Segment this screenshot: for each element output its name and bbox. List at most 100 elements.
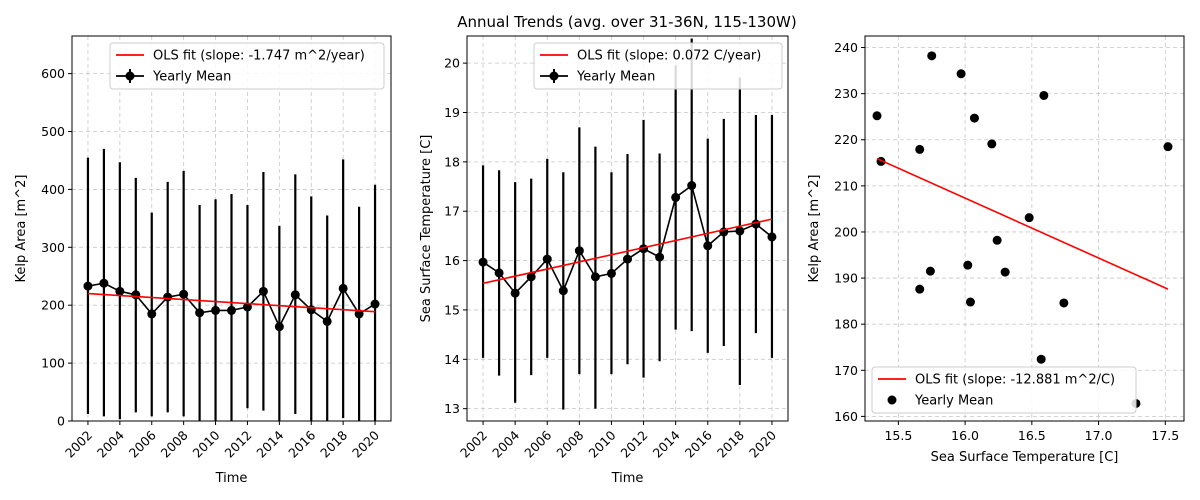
- ols-fit-line: [87, 292, 376, 313]
- legend-entry-label: Yearly Mean: [152, 70, 231, 85]
- x-tick-label: 15.5: [884, 428, 912, 443]
- x-tick-label: 2004: [94, 427, 127, 460]
- data-point: [242, 302, 252, 312]
- scatter-point: [992, 235, 1002, 245]
- scatter-point: [925, 266, 935, 276]
- x-tick-label: 2016: [682, 427, 715, 460]
- data-point: [115, 286, 125, 296]
- data-point: [606, 268, 616, 278]
- data-point: [655, 252, 665, 262]
- chart-panel-3: 15.5 16.0 16.5 17.0 17.5 160 170 180 190 200 210 22…: [807, 35, 1185, 465]
- data-point: [370, 299, 380, 309]
- legend: OLS fit (slope: -1.747 m^2/year) Yearly M…: [109, 42, 385, 90]
- scatter-point: [956, 69, 966, 79]
- data-point: [99, 278, 109, 288]
- data-point: [274, 322, 284, 332]
- grid-lines: [865, 36, 1184, 421]
- charts-container: 2002200420062008201020122014201620182020…: [14, 35, 1185, 486]
- y-tick-label: 19: [444, 105, 460, 120]
- legend: OLS fit (slope: 0.072 C/year) Yearly Mean: [533, 42, 783, 90]
- y-tick-label: 500: [41, 124, 65, 139]
- figure-title: Annual Trends (avg. over 31-36N, 115-130…: [457, 13, 796, 31]
- x-tick-label: 2004: [489, 427, 522, 460]
- x-tick-label: 16.0: [951, 428, 979, 443]
- data-point: [195, 308, 205, 318]
- y-tick-label: 13: [444, 401, 460, 416]
- y-axis-label: Kelp Area [m^2]: [14, 175, 29, 283]
- data-point: [211, 305, 221, 315]
- scatter-point: [963, 260, 973, 270]
- data-point: [558, 286, 568, 296]
- data-point: [163, 292, 173, 302]
- data-point: [179, 289, 189, 299]
- ols-fit-line: [482, 218, 773, 285]
- axes-frame: [466, 35, 789, 422]
- scatter-point: [927, 51, 937, 61]
- y-tick-label: 220: [834, 132, 858, 147]
- data-point: [526, 272, 536, 282]
- legend-entry-label: Yearly Mean: [914, 394, 993, 409]
- legend-key-marker: [549, 71, 559, 81]
- y-axis-label: Sea Surface Temperature [C]: [419, 135, 434, 323]
- y-tick-label: 230: [834, 86, 858, 101]
- data-point: [478, 257, 488, 267]
- y-tick-label: 20: [444, 56, 460, 71]
- scatter-point: [915, 284, 925, 294]
- scatter-point: [915, 144, 925, 154]
- legend: OLS fit (slope: -12.881 m^2/C) Yearly Mea…: [871, 366, 1137, 414]
- scatter-point: [969, 113, 979, 123]
- scatter-point: [1039, 90, 1049, 100]
- x-tick-label: 2006: [126, 427, 159, 460]
- axes-frame: [71, 35, 392, 422]
- y-tick-label: 200: [834, 224, 858, 239]
- data-point: [131, 290, 141, 300]
- scatter-point: [1024, 213, 1034, 223]
- y-tick-label: 14: [444, 352, 460, 367]
- plot-area: [83, 148, 380, 421]
- data-point: [687, 181, 697, 191]
- y-tick-label: 300: [41, 240, 65, 255]
- data-point: [322, 316, 332, 326]
- y-tick-label: 240: [834, 40, 858, 55]
- scatter-point: [987, 139, 997, 149]
- scatter-point: [1059, 298, 1069, 308]
- y-tick-label: 190: [834, 271, 858, 286]
- scatter-point: [1036, 354, 1046, 364]
- x-tick-label: 2002: [457, 428, 490, 461]
- data-point: [590, 272, 600, 282]
- y-tick-label: 16: [444, 253, 460, 268]
- x-tick-label: 2018: [714, 427, 747, 460]
- x-tick-label: 2020: [349, 427, 382, 460]
- data-point: [290, 290, 300, 300]
- legend-box: [109, 42, 385, 90]
- plot-area: [478, 38, 777, 410]
- y-tick-label: 180: [834, 317, 858, 332]
- legend-key-marker: [887, 395, 897, 405]
- x-tick-label: 16.5: [1018, 428, 1046, 443]
- x-tick-label: 2010: [190, 427, 223, 460]
- y-tick-label: 210: [834, 178, 858, 193]
- y-tick-label: 170: [834, 363, 858, 378]
- data-point: [338, 283, 348, 293]
- data-point: [623, 254, 632, 264]
- y-tick-label: 18: [444, 154, 460, 169]
- plot-area: [872, 51, 1173, 408]
- y-tick-label: 160: [834, 409, 858, 424]
- data-point: [494, 268, 504, 278]
- x-tick-label: 2014: [650, 427, 683, 460]
- scatter-point: [965, 297, 975, 307]
- data-point: [510, 288, 520, 298]
- data-point: [354, 309, 364, 319]
- ols-fit-line: [876, 157, 1169, 290]
- data-point: [147, 309, 157, 319]
- x-tick-label: 2014: [253, 427, 286, 460]
- y-tick-label: 17: [444, 204, 460, 219]
- data-point: [767, 232, 777, 242]
- x-tick-label: 2016: [285, 427, 318, 460]
- x-tick-label: 2010: [585, 427, 618, 460]
- y-tick-label: 600: [41, 66, 65, 81]
- data-point: [258, 286, 268, 296]
- chart-panel-1: 2002200420062008201020122014201620182020…: [14, 35, 392, 486]
- data-point: [83, 281, 93, 291]
- x-tick-label: 2006: [521, 427, 554, 460]
